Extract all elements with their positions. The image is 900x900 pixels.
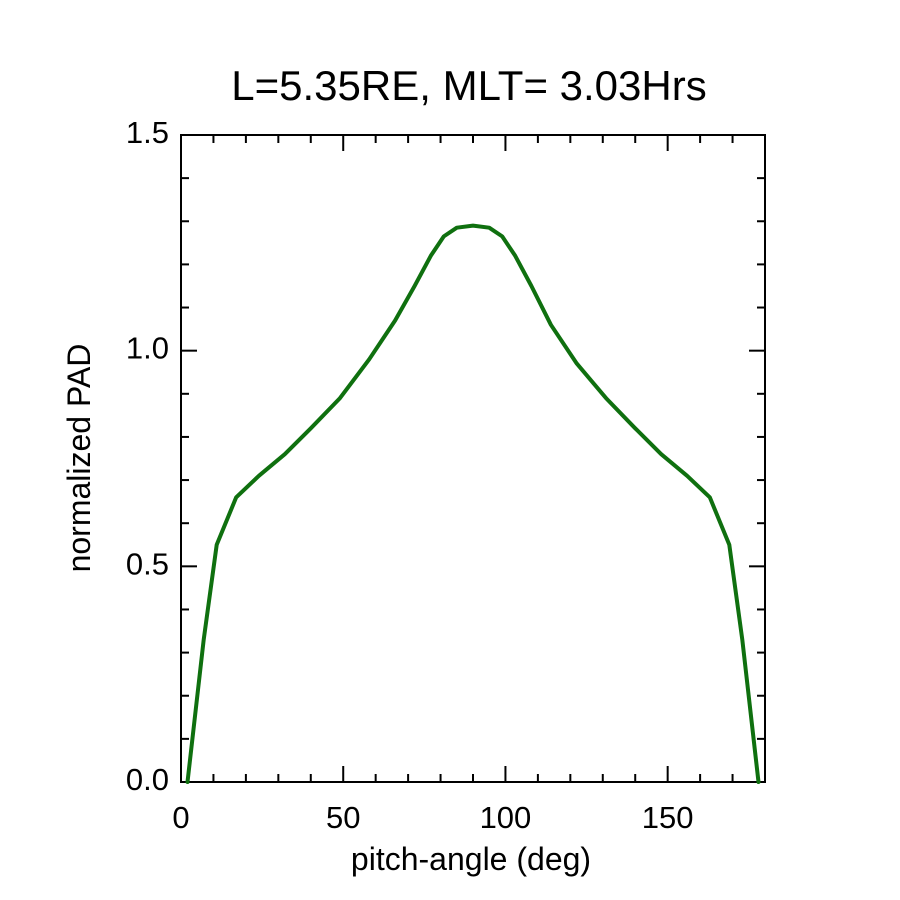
y-axis-tick-labels: 0.0 0.5 1.0 1.5	[126, 115, 169, 797]
y-tick-label: 0.0	[126, 762, 169, 797]
y-axis-label: normalized PAD	[61, 344, 97, 573]
x-tick-label: 0	[172, 800, 189, 835]
series-line-pad	[185, 223, 761, 784]
x-tick-label: 150	[642, 800, 694, 835]
y-tick-label: 1.5	[126, 115, 169, 150]
y-tick-label: 0.5	[126, 546, 169, 581]
series-group	[185, 223, 761, 784]
x-axis-label: pitch-angle (deg)	[351, 841, 591, 877]
plot-frame	[180, 134, 766, 783]
y-axis-ticks	[181, 134, 765, 783]
chart-title: L=5.35RE, MLT= 3.03Hrs	[231, 62, 706, 109]
x-axis-tick-labels: 0 50 100 150	[172, 800, 693, 835]
x-tick-label: 50	[326, 800, 360, 835]
x-axis-ticks	[180, 135, 766, 782]
y-tick-label: 1.0	[126, 331, 169, 366]
x-tick-label: 100	[480, 800, 532, 835]
